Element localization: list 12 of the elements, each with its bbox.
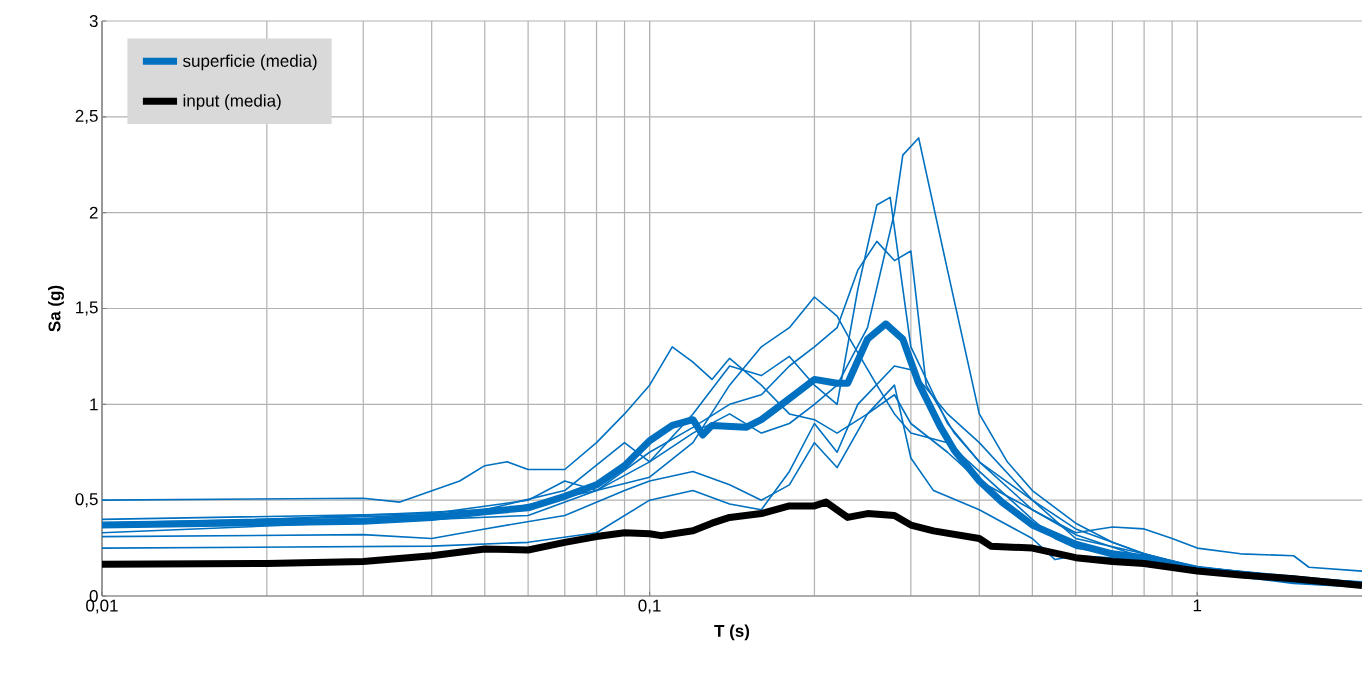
y-tick-label: 1 [90, 398, 98, 411]
legend-label: input (media) [183, 94, 281, 111]
x-axis-title: T (s) [714, 624, 750, 641]
x-tick-label: 1 [1193, 599, 1202, 612]
y-tick-label: 2 [89, 206, 98, 219]
y-tick-label: 2,5 [75, 109, 98, 124]
y-tick-label: 0,5 [75, 493, 98, 508]
y-tick-label: 3 [89, 14, 98, 28]
y-tick-label: 1,5 [76, 301, 98, 316]
legend-label: superficie (media) [183, 54, 317, 71]
x-tick-label: 0,1 [638, 599, 661, 614]
y-axis-title: Sa (g) [48, 285, 64, 332]
